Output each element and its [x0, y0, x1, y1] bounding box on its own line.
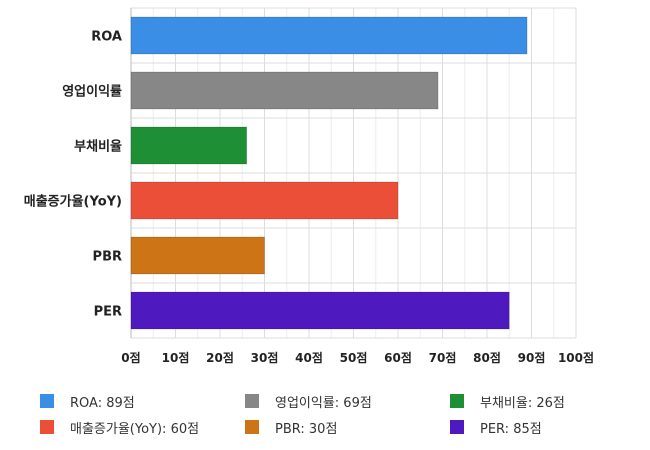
- legend-item: 영업이익률: 69점: [245, 390, 372, 412]
- bar-5: [130, 291, 510, 330]
- x-tick-label: 100점: [558, 350, 594, 365]
- x-tick-label: 20점: [206, 350, 234, 365]
- legend-label: PBR: 30점: [275, 421, 338, 437]
- legend-swatch: [245, 394, 259, 408]
- x-tick-label: 60점: [384, 350, 412, 365]
- x-tick-label: 70점: [429, 350, 457, 365]
- category-label: ROA: [91, 30, 122, 45]
- legend-item: PER: 85점: [450, 416, 542, 438]
- category-label: PER: [94, 305, 122, 320]
- x-tick-label: 90점: [518, 350, 546, 365]
- legend-swatch: [40, 420, 54, 434]
- grid: [130, 7, 577, 339]
- category-label: 매출증가율(YoY): [24, 194, 122, 210]
- legend-label: ROA: 89점: [70, 395, 135, 411]
- legend-item: ROA: 89점: [40, 390, 135, 412]
- legend-label: 영업이익률: 69점: [275, 395, 372, 411]
- legend-swatch: [450, 394, 464, 408]
- bar-3: [130, 181, 399, 220]
- bar-2: [130, 126, 248, 165]
- category-label: 영업이익률: [62, 84, 122, 100]
- x-tick-label: 80점: [473, 350, 501, 365]
- x-tick-label: 40점: [295, 350, 323, 365]
- x-tick-label: 50점: [340, 350, 368, 365]
- legend-item: 매출증가율(YoY): 60점: [40, 416, 199, 438]
- x-tick-label: 10점: [162, 350, 190, 365]
- legend-label: 부채비율: 26점: [480, 395, 565, 411]
- legend-label: 매출증가율(YoY): 60점: [70, 421, 200, 437]
- legend-swatch: [450, 420, 464, 434]
- bar-0: [130, 16, 528, 55]
- legend-swatch: [245, 420, 259, 434]
- bars: [130, 16, 528, 330]
- legend-label: PER: 85점: [480, 421, 542, 437]
- legend-item: PBR: 30점: [245, 416, 337, 438]
- bar-4: [130, 236, 265, 275]
- legend-swatch: [40, 394, 54, 408]
- category-label: PBR: [93, 250, 122, 265]
- x-tick-label: 30점: [251, 350, 279, 365]
- legend-item: 부채비율: 26점: [450, 390, 565, 412]
- x-tick-label: 0점: [121, 350, 140, 365]
- bar-1: [130, 71, 439, 110]
- category-label: 부채비율: [74, 139, 122, 155]
- x-axis-tick-labels: 0점 10점 20점 30점 40점 50점 60점 70점 80점 90점 100점: [121, 350, 594, 365]
